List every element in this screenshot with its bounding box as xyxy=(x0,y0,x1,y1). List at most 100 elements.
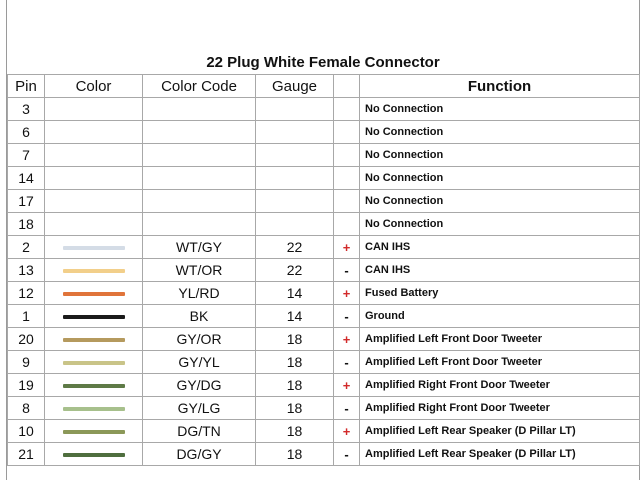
table-row: 14 No Connection xyxy=(7,166,640,190)
polarity-cell: - xyxy=(333,304,360,328)
color-code-cell xyxy=(142,166,256,190)
pin-cell: 17 xyxy=(7,189,45,213)
function-cell: No Connection xyxy=(359,120,640,144)
wire-color-cell xyxy=(44,189,143,213)
polarity-cell xyxy=(333,120,360,144)
color-code-cell: GY/YL xyxy=(142,350,256,374)
pin-cell: 10 xyxy=(7,419,45,443)
function-cell: No Connection xyxy=(359,97,640,121)
wire-swatch xyxy=(62,453,125,458)
pin-cell: 3 xyxy=(7,97,45,121)
pin-cell: 20 xyxy=(7,327,45,351)
wire-swatch xyxy=(62,430,125,435)
color-code-cell xyxy=(142,97,256,121)
color-code-cell: BK xyxy=(142,304,256,328)
color-code-cell: DG/GY xyxy=(142,442,256,466)
polarity-cell xyxy=(333,189,360,213)
table-row: 12 YL/RD 14 + Fused Battery xyxy=(7,281,640,305)
color-code-cell xyxy=(142,189,256,213)
wire-color-cell xyxy=(44,304,143,328)
function-cell: Amplified Left Front Door Tweeter xyxy=(359,327,640,351)
table-row: 2 WT/GY 22 + CAN IHS xyxy=(7,235,640,259)
color-code-cell: GY/DG xyxy=(142,373,256,397)
table-row: 17 No Connection xyxy=(7,189,640,213)
polarity-cell xyxy=(333,143,360,167)
gauge-cell xyxy=(255,120,334,144)
table-row: 18 No Connection xyxy=(7,212,640,236)
color-code-cell xyxy=(142,120,256,144)
wire-color-cell xyxy=(44,143,143,167)
pin-cell: 13 xyxy=(7,258,45,282)
table-row: 13 WT/OR 22- CAN IHS xyxy=(7,258,640,282)
wire-swatch xyxy=(62,269,125,274)
wire-swatch xyxy=(62,384,125,389)
wire-swatch xyxy=(62,407,125,412)
table-row: 21 DG/GY 18- Amplified Left Rear Speaker (D… xyxy=(7,442,640,466)
wire-color-cell xyxy=(44,396,143,420)
wire-color-cell xyxy=(44,212,143,236)
gauge-cell: 18 xyxy=(255,419,334,443)
gauge-cell: 22 xyxy=(255,258,334,282)
gauge-cell: 14 xyxy=(255,304,334,328)
table-row: 20 GY/OR 18 + Amplified Left Front Door Twee… xyxy=(7,327,640,351)
gauge-cell: 18 xyxy=(255,396,334,420)
wire-color-cell xyxy=(44,281,143,305)
color-code-cell: GY/LG xyxy=(142,396,256,420)
function-cell: Amplified Left Rear Speaker (D Pillar LT… xyxy=(359,419,640,443)
gauge-cell xyxy=(255,212,334,236)
polarity-cell: - xyxy=(333,442,360,466)
table-row: 19 GY/DG 18 + Amplified Right Front Door Twe… xyxy=(7,373,640,397)
pin-cell: 19 xyxy=(7,373,45,397)
polarity-cell: + xyxy=(333,235,360,259)
table-row: 9 GY/YL 18- Amplified Left Front Door Tweet… xyxy=(7,350,640,374)
wire-color-cell xyxy=(44,258,143,282)
header-color-code: Color Code xyxy=(142,74,256,98)
table-header: Pin Color Color Code Gauge Function xyxy=(7,74,640,98)
gauge-cell: 18 xyxy=(255,442,334,466)
function-cell: Ground xyxy=(359,304,640,328)
wire-color-cell xyxy=(44,419,143,443)
color-code-cell: DG/TN xyxy=(142,419,256,443)
function-cell: Fused Battery xyxy=(359,281,640,305)
gauge-cell: 14 xyxy=(255,281,334,305)
color-code-cell xyxy=(142,212,256,236)
wire-color-cell xyxy=(44,442,143,466)
header-gauge: Gauge xyxy=(255,74,334,98)
function-cell: No Connection xyxy=(359,143,640,167)
polarity-cell: + xyxy=(333,373,360,397)
connector-sheet: 22 Plug White Female Connector Pin Color… xyxy=(6,0,640,480)
pin-cell: 8 xyxy=(7,396,45,420)
gauge-cell: 18 xyxy=(255,350,334,374)
polarity-cell: - xyxy=(333,258,360,282)
color-code-cell: YL/RD xyxy=(142,281,256,305)
polarity-cell: + xyxy=(333,419,360,443)
gauge-cell: 22 xyxy=(255,235,334,259)
polarity-cell: + xyxy=(333,327,360,351)
table-row: 6 No Connection xyxy=(7,120,640,144)
color-code-cell: WT/OR xyxy=(142,258,256,282)
polarity-cell xyxy=(333,166,360,190)
pin-cell: 1 xyxy=(7,304,45,328)
wire-swatch xyxy=(62,292,125,297)
wire-color-cell xyxy=(44,350,143,374)
wire-swatch xyxy=(62,338,125,343)
polarity-cell: - xyxy=(333,396,360,420)
wire-color-cell xyxy=(44,235,143,259)
wire-color-cell xyxy=(44,166,143,190)
header-function: Function xyxy=(359,74,640,98)
color-code-cell: WT/GY xyxy=(142,235,256,259)
wire-color-cell xyxy=(44,327,143,351)
table-row: 1 BK 14- Ground xyxy=(7,304,640,328)
wire-color-cell xyxy=(44,120,143,144)
function-cell: Amplified Left Front Door Tweeter xyxy=(359,350,640,374)
function-cell: No Connection xyxy=(359,166,640,190)
pin-cell: 18 xyxy=(7,212,45,236)
table-row: 7 No Connection xyxy=(7,143,640,167)
pin-cell: 12 xyxy=(7,281,45,305)
table-row: 8 GY/LG 18- Amplified Right Front Door Twee… xyxy=(7,396,640,420)
table-row: 3 No Connection xyxy=(7,97,640,121)
color-code-cell: GY/OR xyxy=(142,327,256,351)
function-cell: Amplified Right Front Door Tweeter xyxy=(359,373,640,397)
gauge-cell xyxy=(255,143,334,167)
table-row: 10 DG/TN 18 + Amplified Left Rear Speaker (D… xyxy=(7,419,640,443)
